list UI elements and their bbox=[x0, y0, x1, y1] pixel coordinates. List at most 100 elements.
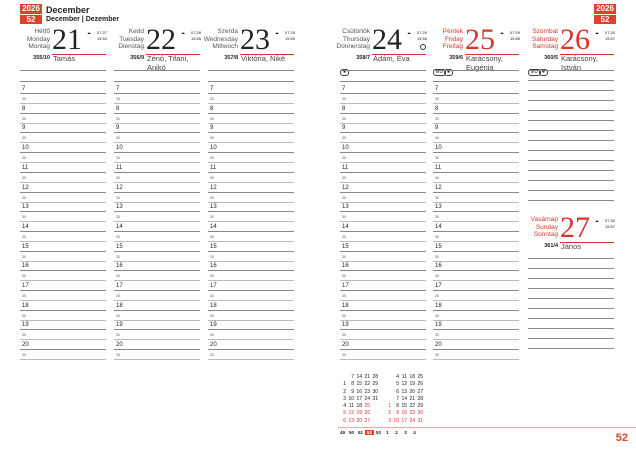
day-header: Kedd Tuesday Dienstag 22 ◓ 07:28 15:55 356/9 Zén… bbox=[114, 24, 201, 73]
day-header: Szombat Saturday Samstag 26 ◓ 07:30 15:57 360/5… bbox=[528, 24, 616, 76]
half-hour-line bbox=[114, 142, 200, 144]
mini-calendar-day: 2 bbox=[388, 410, 391, 417]
half-hour-line bbox=[208, 142, 294, 144]
hour-line bbox=[340, 93, 426, 94]
hour-label: 16 bbox=[210, 263, 217, 270]
half-hour-line bbox=[340, 162, 426, 164]
half-hour-label: 30 bbox=[342, 234, 346, 239]
day-underline bbox=[146, 54, 200, 55]
sunset: 15:57 bbox=[605, 224, 616, 229]
month-translations: December | Dezember bbox=[46, 16, 120, 23]
mini-calendar-day: 30 bbox=[372, 388, 378, 395]
half-hour-label: 30 bbox=[22, 254, 26, 259]
hour-label: 16 bbox=[116, 263, 123, 270]
mini-calendar-day: 5 bbox=[396, 381, 399, 388]
half-hour-label: 30 bbox=[435, 175, 439, 180]
hour-line bbox=[20, 93, 106, 94]
half-hour-line bbox=[114, 280, 200, 282]
note-line bbox=[528, 120, 614, 121]
hour-line bbox=[433, 132, 519, 134]
week-number[interactable]: 4 bbox=[413, 430, 416, 435]
half-hour-label: 30 bbox=[210, 333, 214, 338]
note-line bbox=[528, 288, 614, 289]
half-hour-line bbox=[20, 260, 106, 262]
holiday-symbol-a: ● bbox=[340, 69, 350, 76]
half-hour-label: 30 bbox=[435, 294, 439, 298]
mini-calendar-day: 5 bbox=[343, 410, 346, 417]
half-hour-label: 30 bbox=[435, 333, 439, 338]
hour-label: 10 bbox=[210, 145, 217, 152]
half-hour-line bbox=[20, 280, 106, 282]
mini-calendar-day: 20 bbox=[409, 388, 415, 395]
hour-label: 20 bbox=[210, 342, 217, 349]
hour-line bbox=[433, 171, 519, 173]
hour-label: 11 bbox=[342, 164, 349, 171]
half-hour-line bbox=[208, 181, 294, 183]
hour-line bbox=[114, 112, 200, 114]
hour-line bbox=[114, 132, 200, 134]
hour-label: 15 bbox=[342, 243, 349, 250]
hour-label: 10 bbox=[435, 145, 442, 152]
holiday-symbol-eu: EU bbox=[528, 69, 541, 76]
mini-calendar-day: 11 bbox=[348, 403, 354, 410]
hour-label: 11 bbox=[210, 164, 217, 171]
mini-calendar-day: 12 bbox=[348, 410, 354, 417]
namedays: Karácsony, István bbox=[561, 54, 598, 72]
half-hour-line bbox=[20, 181, 106, 183]
hour-label: 8 bbox=[116, 105, 120, 112]
day-name: Friday bbox=[444, 35, 463, 43]
week-number[interactable]: 52 bbox=[365, 430, 374, 435]
hour-line bbox=[20, 211, 106, 213]
note-line bbox=[528, 348, 614, 349]
month-title: December bbox=[46, 5, 90, 15]
half-hour-line bbox=[433, 142, 519, 144]
hour-label: 7 bbox=[210, 86, 214, 92]
note-line bbox=[114, 81, 200, 82]
hour-label: 8 bbox=[342, 105, 346, 112]
hour-label: 8 bbox=[210, 105, 214, 112]
hour-label: 9 bbox=[22, 125, 26, 132]
day-header: Hétfő Monday Montag 21 ◓ 07:27 15:54 355/10 Tamá… bbox=[20, 24, 107, 68]
week-number[interactable]: 49 bbox=[339, 430, 345, 435]
note-line bbox=[528, 308, 614, 309]
hour-label: 20 bbox=[342, 342, 349, 349]
sunrise: 07:30 bbox=[605, 30, 616, 35]
half-hour-line bbox=[208, 240, 294, 242]
half-hour-label: 30 bbox=[116, 215, 120, 220]
hour-line bbox=[114, 93, 200, 94]
half-hour-label: 30 bbox=[210, 116, 214, 121]
hour-label: 9 bbox=[116, 125, 120, 132]
mini-calendar-row: 5 12 19 26 bbox=[383, 381, 423, 388]
hour-label: 15 bbox=[22, 243, 29, 250]
day-number: 27 bbox=[560, 211, 590, 244]
mini-calendar-day: 7 bbox=[351, 374, 354, 380]
namedays: János bbox=[561, 242, 582, 251]
week-number[interactable]: 3 bbox=[404, 430, 407, 435]
note-line bbox=[528, 200, 614, 201]
mini-calendar-row: 2 9 16 23 30 bbox=[338, 389, 378, 396]
hour-line bbox=[20, 230, 106, 232]
hour-line bbox=[20, 290, 106, 291]
week-number[interactable]: 2 bbox=[395, 430, 398, 435]
half-hour-label: 30 bbox=[22, 313, 26, 318]
week-number[interactable]: 1 bbox=[386, 430, 389, 435]
week-number[interactable]: 53 bbox=[375, 430, 381, 435]
hour-label: 12 bbox=[22, 184, 29, 191]
hour-label: 19 bbox=[22, 322, 29, 329]
half-hour-label: 30 bbox=[210, 274, 214, 279]
half-hour-label: 30 bbox=[116, 294, 120, 298]
mini-calendar-row: 3 10 17 24 31 bbox=[338, 396, 378, 403]
hour-label: 17 bbox=[435, 283, 442, 289]
day-name: Samstag bbox=[532, 43, 558, 50]
mini-calendar-day: 23 bbox=[364, 388, 370, 395]
note-line bbox=[528, 190, 614, 191]
mini-calendar-day: 14 bbox=[401, 395, 407, 402]
half-hour-label: 30 bbox=[435, 97, 439, 101]
note-line bbox=[528, 70, 614, 71]
half-hour-line bbox=[208, 359, 294, 361]
mini-calendar-day: 13 bbox=[401, 388, 407, 395]
sun-times: 07:29 15:56 bbox=[417, 30, 427, 42]
week-number[interactable]: 50 bbox=[348, 430, 354, 435]
mini-calendar-day: 21 bbox=[364, 374, 370, 380]
week-number[interactable]: 51 bbox=[357, 430, 363, 435]
